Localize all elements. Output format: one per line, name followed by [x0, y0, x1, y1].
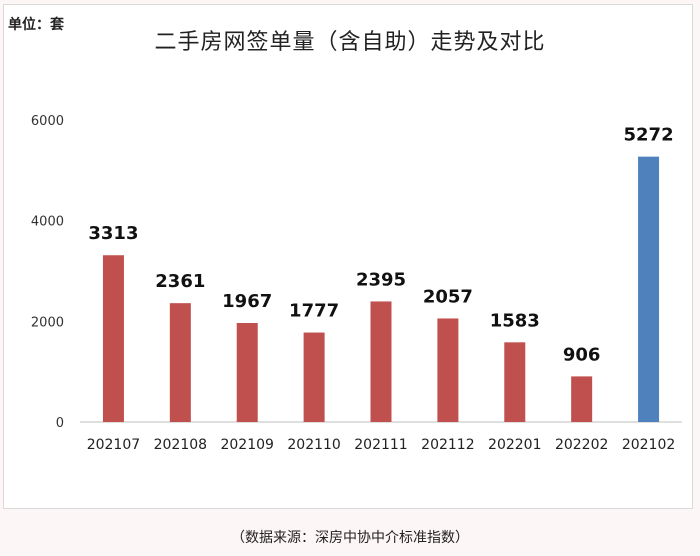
data-label: 1777: [289, 301, 339, 322]
x-tick-label: 202109: [220, 437, 273, 453]
data-label: 2361: [155, 271, 205, 292]
data-label: 2057: [423, 286, 473, 307]
x-tick-label: 202108: [154, 437, 207, 453]
bar: [236, 322, 258, 422]
bar: [638, 156, 660, 422]
data-label: 3313: [88, 223, 138, 244]
x-tick-label: 202112: [421, 437, 474, 453]
data-label: 906: [563, 344, 601, 365]
x-tick-label: 202111: [354, 437, 407, 453]
bar: [169, 303, 191, 422]
unit-label: 单位：套: [8, 17, 64, 33]
x-tick-label: 202201: [488, 437, 541, 453]
bar: [571, 376, 593, 422]
bar: [370, 301, 392, 422]
data-label: 5272: [624, 125, 674, 146]
x-tick-label: 202107: [87, 437, 140, 453]
data-label: 2395: [356, 269, 406, 290]
y-tick-label: 2000: [31, 315, 64, 330]
bar: [102, 255, 124, 422]
x-tick-label: 202202: [555, 437, 608, 453]
bar: [437, 318, 459, 422]
source-note: （数据来源：深房中协中介标准指数）: [231, 530, 469, 546]
chart-title: 二手房网签单量（含自助）走势及对比: [154, 30, 546, 55]
x-tick-label: 202110: [287, 437, 340, 453]
y-tick-label: 6000: [31, 114, 64, 129]
data-label: 1583: [490, 310, 540, 331]
y-tick-label: 0: [56, 416, 64, 431]
data-label: 1967: [222, 291, 272, 312]
bar: [303, 332, 325, 422]
bar: [504, 342, 526, 422]
y-tick-label: 4000: [31, 215, 64, 230]
x-tick-label: 202102: [622, 437, 675, 453]
